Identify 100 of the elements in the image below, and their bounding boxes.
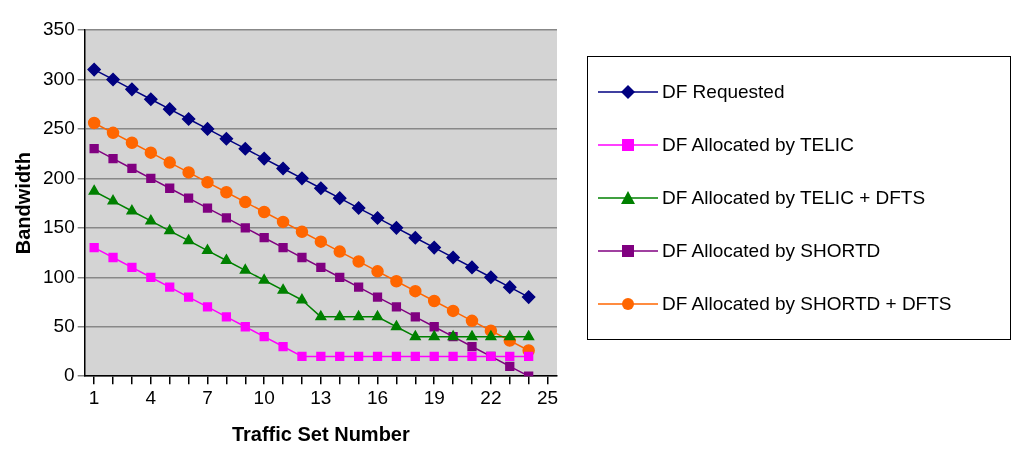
point: [485, 330, 497, 341]
point: [164, 224, 176, 235]
point: [352, 255, 365, 268]
point: [372, 310, 384, 321]
y-tick-label: 350: [43, 18, 75, 40]
point: [314, 181, 328, 196]
point: [146, 272, 156, 282]
point: [370, 211, 385, 225]
point: [354, 282, 364, 292]
point: [181, 112, 196, 126]
point: [165, 282, 175, 292]
point: [88, 184, 100, 195]
point: [276, 161, 290, 176]
point: [277, 283, 289, 294]
point: [354, 351, 364, 362]
point: [87, 116, 101, 130]
legend-label: DF Allocated by SHORTD: [662, 240, 881, 263]
point: [107, 194, 119, 205]
point: [410, 312, 420, 322]
point: [108, 153, 118, 164]
point: [390, 274, 403, 288]
point: [183, 193, 194, 203]
point: [316, 351, 326, 362]
point: [183, 292, 194, 302]
point: [240, 223, 250, 233]
point: [371, 265, 384, 278]
point: [372, 292, 383, 302]
y-tick-label: 150: [43, 216, 75, 238]
point: [505, 361, 515, 371]
point: [335, 351, 345, 362]
point: [465, 260, 479, 275]
point: [409, 284, 422, 298]
point: [505, 351, 515, 362]
point: [163, 156, 176, 169]
point: [429, 322, 439, 332]
point: [221, 312, 232, 322]
point: [258, 274, 270, 284]
y-axis-title: Bandwidth: [11, 151, 34, 255]
point: [257, 205, 271, 219]
point: [165, 183, 175, 193]
point: [201, 244, 214, 255]
point: [523, 330, 535, 341]
y-tick-label: 200: [43, 166, 75, 188]
point: [126, 204, 138, 215]
legend-label: DF Requested: [662, 80, 785, 103]
point: [89, 144, 99, 154]
y-tick-label: 300: [43, 67, 75, 89]
x-tick-label: 10: [253, 386, 275, 408]
point: [278, 341, 288, 352]
point: [144, 146, 158, 159]
point: [127, 163, 137, 174]
point: [238, 141, 253, 156]
point: [219, 132, 234, 146]
point: [162, 102, 177, 116]
point: [333, 245, 346, 258]
point: [391, 351, 402, 362]
point: [448, 351, 458, 362]
point: [201, 176, 214, 189]
point: [521, 290, 536, 304]
legend-label: DF Allocated by TELIC + DFTS: [662, 186, 926, 209]
point: [467, 341, 477, 352]
point: [239, 195, 252, 209]
point: [240, 322, 250, 332]
x-tick-label: 22: [480, 386, 502, 408]
x-tick-label: 25: [536, 386, 559, 408]
x-tick-label: 1: [88, 386, 100, 408]
point: [220, 185, 233, 199]
legend-label: DF Allocated by SHORTD + DFTS: [662, 293, 952, 316]
point: [332, 191, 347, 205]
point: [125, 136, 139, 150]
point: [276, 215, 290, 229]
point: [427, 240, 441, 255]
point: [183, 234, 195, 245]
point: [353, 310, 365, 321]
point: [391, 302, 402, 312]
point: [221, 213, 232, 223]
x-tick-label: 4: [145, 386, 157, 408]
point: [295, 225, 309, 239]
point: [182, 166, 195, 179]
point: [467, 351, 477, 362]
point: [334, 310, 346, 321]
point: [200, 122, 215, 136]
point: [446, 250, 460, 265]
point: [87, 62, 101, 77]
point: [106, 72, 120, 87]
point: [504, 330, 516, 341]
x-tick-label: 13: [310, 386, 332, 408]
x-tick-label: 16: [366, 386, 389, 408]
point: [202, 302, 213, 312]
point: [524, 351, 534, 362]
point: [297, 252, 307, 263]
point: [466, 330, 478, 341]
point: [125, 82, 139, 97]
point: [390, 320, 402, 331]
point: [335, 272, 345, 282]
point: [446, 304, 460, 318]
point: [389, 221, 404, 235]
point: [278, 242, 288, 253]
point: [316, 262, 326, 273]
point: [239, 264, 251, 274]
